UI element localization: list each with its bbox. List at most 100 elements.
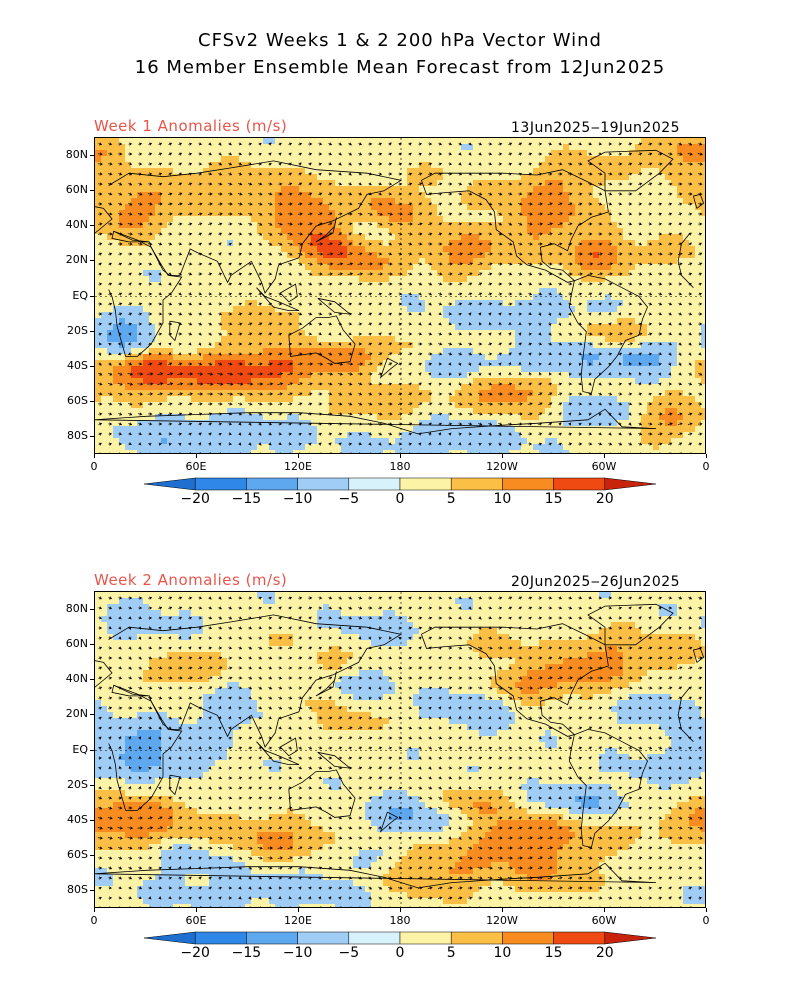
lat-tick xyxy=(90,365,94,367)
lon-tick-label: 0 xyxy=(90,914,98,927)
panel-2-dates: 20Jun2025‒26Jun2025 xyxy=(511,574,681,590)
lat-tick xyxy=(90,714,94,716)
colorbar-label: 20 xyxy=(595,491,614,507)
lon-tick xyxy=(604,908,605,912)
lon-tick-label: 60W xyxy=(591,460,617,473)
colorbar-label: 15 xyxy=(544,945,563,961)
lon-tick-label: 0 xyxy=(702,460,710,473)
colorbar-swatch xyxy=(553,931,606,945)
lon-tick xyxy=(94,454,95,458)
colorbar-swatch xyxy=(194,477,247,491)
lat-tick xyxy=(90,154,94,156)
colorbar-label: 0 xyxy=(395,945,405,961)
panel-1-map xyxy=(94,137,706,454)
lat-tick-label: 60N xyxy=(65,636,88,650)
wind-vectors xyxy=(97,142,703,453)
lat-tick-label: 40S xyxy=(67,358,88,372)
colorbar-label: 5 xyxy=(446,945,456,961)
panel-2-title: Week 2 Anomalies (m/s) xyxy=(94,571,288,589)
lat-tick xyxy=(90,608,94,610)
lat-tick xyxy=(90,749,94,751)
colorbar-swatch xyxy=(399,477,452,491)
lon-tick xyxy=(706,454,707,458)
lon-tick xyxy=(400,908,401,912)
colorbar-label: −20 xyxy=(180,491,210,507)
colorbar-swatch xyxy=(502,931,554,945)
lat-tick-label: 20N xyxy=(65,707,88,721)
colorbar-swatch xyxy=(246,931,298,945)
lon-tick-label: 60E xyxy=(185,914,207,927)
colorbar-label: 15 xyxy=(544,491,563,507)
lat-tick xyxy=(90,189,94,191)
lat-tick-label: 80S xyxy=(67,883,88,897)
lat-tick xyxy=(90,643,94,645)
lat-tick-label: EQ xyxy=(72,288,88,302)
colorbar-swatch xyxy=(143,477,196,491)
colorbar-swatch xyxy=(348,477,401,491)
lat-tick-label: 80N xyxy=(65,147,88,161)
lat-tick xyxy=(90,260,94,262)
colorbar-swatches xyxy=(143,931,657,945)
lon-tick-label: 120E xyxy=(284,914,312,927)
colorbar-swatch xyxy=(194,931,247,945)
lat-tick-label: 60N xyxy=(65,182,88,196)
lon-tick xyxy=(196,454,197,458)
lon-tick-label: 0 xyxy=(702,914,710,927)
lon-tick xyxy=(604,454,605,458)
lat-tick-label: 40N xyxy=(65,218,88,232)
lat-tick xyxy=(90,679,94,681)
colorbar-swatch xyxy=(297,477,350,491)
colorbar-swatch xyxy=(399,931,452,945)
colorbar-swatch xyxy=(502,477,554,491)
lat-tick xyxy=(90,784,94,786)
lat-tick xyxy=(90,890,94,892)
colorbar-swatch xyxy=(348,931,401,945)
wind-anomaly-map xyxy=(95,592,705,907)
lon-tick xyxy=(502,454,503,458)
lat-tick xyxy=(90,295,94,297)
lat-tick xyxy=(90,855,94,857)
lat-tick-label: 60S xyxy=(67,848,88,862)
lon-tick-label: 120W xyxy=(486,460,518,473)
colorbar-label: −5 xyxy=(338,491,360,507)
lon-tick xyxy=(298,908,299,912)
colorbar-swatch xyxy=(604,931,657,945)
lon-tick xyxy=(706,908,707,912)
colorbar-label: −20 xyxy=(180,945,210,961)
figure-title-line-1: CFSv2 Weeks 1 & 2 200 hPa Vector Wind xyxy=(198,30,602,51)
lat-tick-label: 20S xyxy=(67,323,88,337)
lon-tick xyxy=(94,908,95,912)
lat-tick-label: 40S xyxy=(67,812,88,826)
colorbar-swatches xyxy=(143,477,657,491)
lat-tick-label: 20N xyxy=(65,253,88,267)
lat-tick xyxy=(90,819,94,821)
colorbar-label: −15 xyxy=(231,491,262,507)
lat-tick xyxy=(90,225,94,227)
colorbar-swatch xyxy=(553,477,606,491)
panel-1-title: Week 1 Anomalies (m/s) xyxy=(94,117,288,135)
colorbar-swatch xyxy=(297,931,350,945)
colorbar-label: 10 xyxy=(493,945,512,961)
lat-tick-label: 40N xyxy=(65,672,88,686)
wind-vectors xyxy=(97,596,703,907)
panel-2-map xyxy=(94,591,706,908)
colorbar-label: 10 xyxy=(493,491,512,507)
lat-tick xyxy=(90,401,94,403)
colorbar-label: 20 xyxy=(595,945,614,961)
lon-tick xyxy=(298,454,299,458)
colorbar-label: −15 xyxy=(231,945,262,961)
colorbar-label: 0 xyxy=(395,491,405,507)
lat-tick-label: 80S xyxy=(67,429,88,443)
lat-tick-label: 20S xyxy=(67,777,88,791)
colorbar-swatch xyxy=(143,931,196,945)
lat-tick-label: 80N xyxy=(65,601,88,615)
lat-tick xyxy=(90,330,94,332)
panel-1-dates: 13Jun2025‒19Jun2025 xyxy=(511,120,681,136)
coastlines xyxy=(95,149,705,435)
lon-tick-label: 0 xyxy=(90,460,98,473)
lon-tick-label: 180 xyxy=(389,914,411,927)
lon-tick-label: 120E xyxy=(284,460,312,473)
lon-tick xyxy=(400,454,401,458)
wind-anomaly-map xyxy=(95,138,705,453)
lon-tick-label: 180 xyxy=(389,460,411,473)
